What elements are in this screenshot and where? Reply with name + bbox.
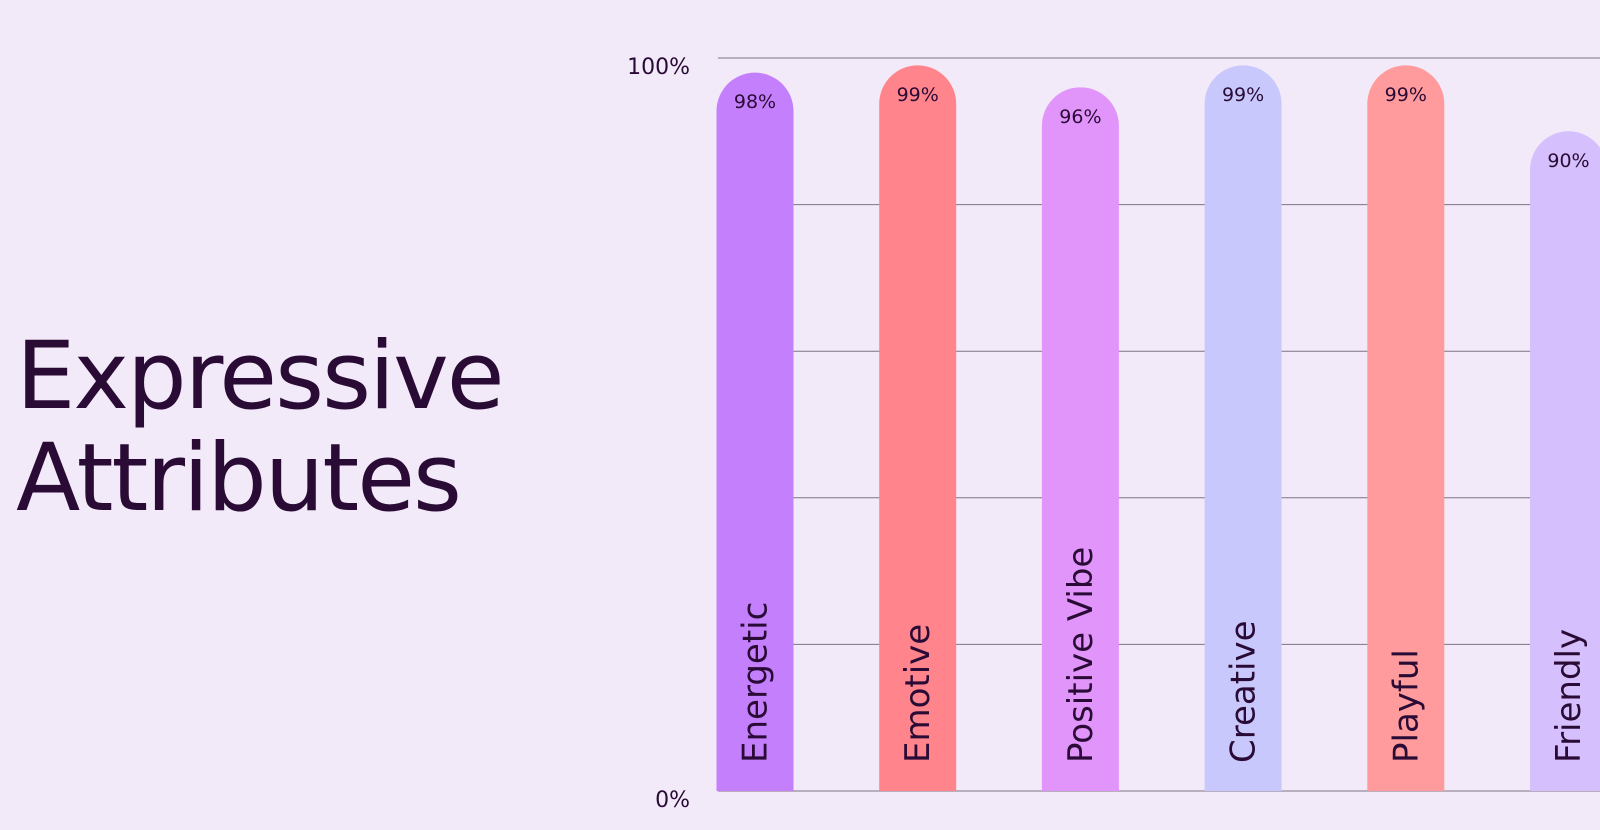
- category-label: Creative: [1224, 620, 1264, 763]
- category-label: Positive Vibe: [1061, 547, 1101, 763]
- bar: [1204, 65, 1282, 791]
- value-label: 99%: [1222, 84, 1264, 106]
- value-label: 99%: [1385, 84, 1427, 106]
- bar: [1041, 87, 1119, 791]
- category-label: Energetic: [736, 602, 776, 763]
- value-label: 98%: [734, 91, 776, 113]
- category-label: Playful: [1386, 649, 1426, 763]
- category-label: Friendly: [1549, 629, 1589, 763]
- y-tick-label: 100%: [627, 55, 690, 80]
- bar: [879, 65, 957, 791]
- value-label: 90%: [1547, 150, 1589, 172]
- category-label: Emotive: [898, 624, 938, 763]
- chart-title: Expressive Attributes: [16, 322, 503, 533]
- bar: [716, 72, 794, 791]
- y-tick-label: 0%: [655, 788, 690, 813]
- value-label: 99%: [897, 84, 939, 106]
- bar: [1367, 65, 1445, 791]
- value-label: 96%: [1059, 106, 1101, 128]
- bar: [1530, 131, 1600, 791]
